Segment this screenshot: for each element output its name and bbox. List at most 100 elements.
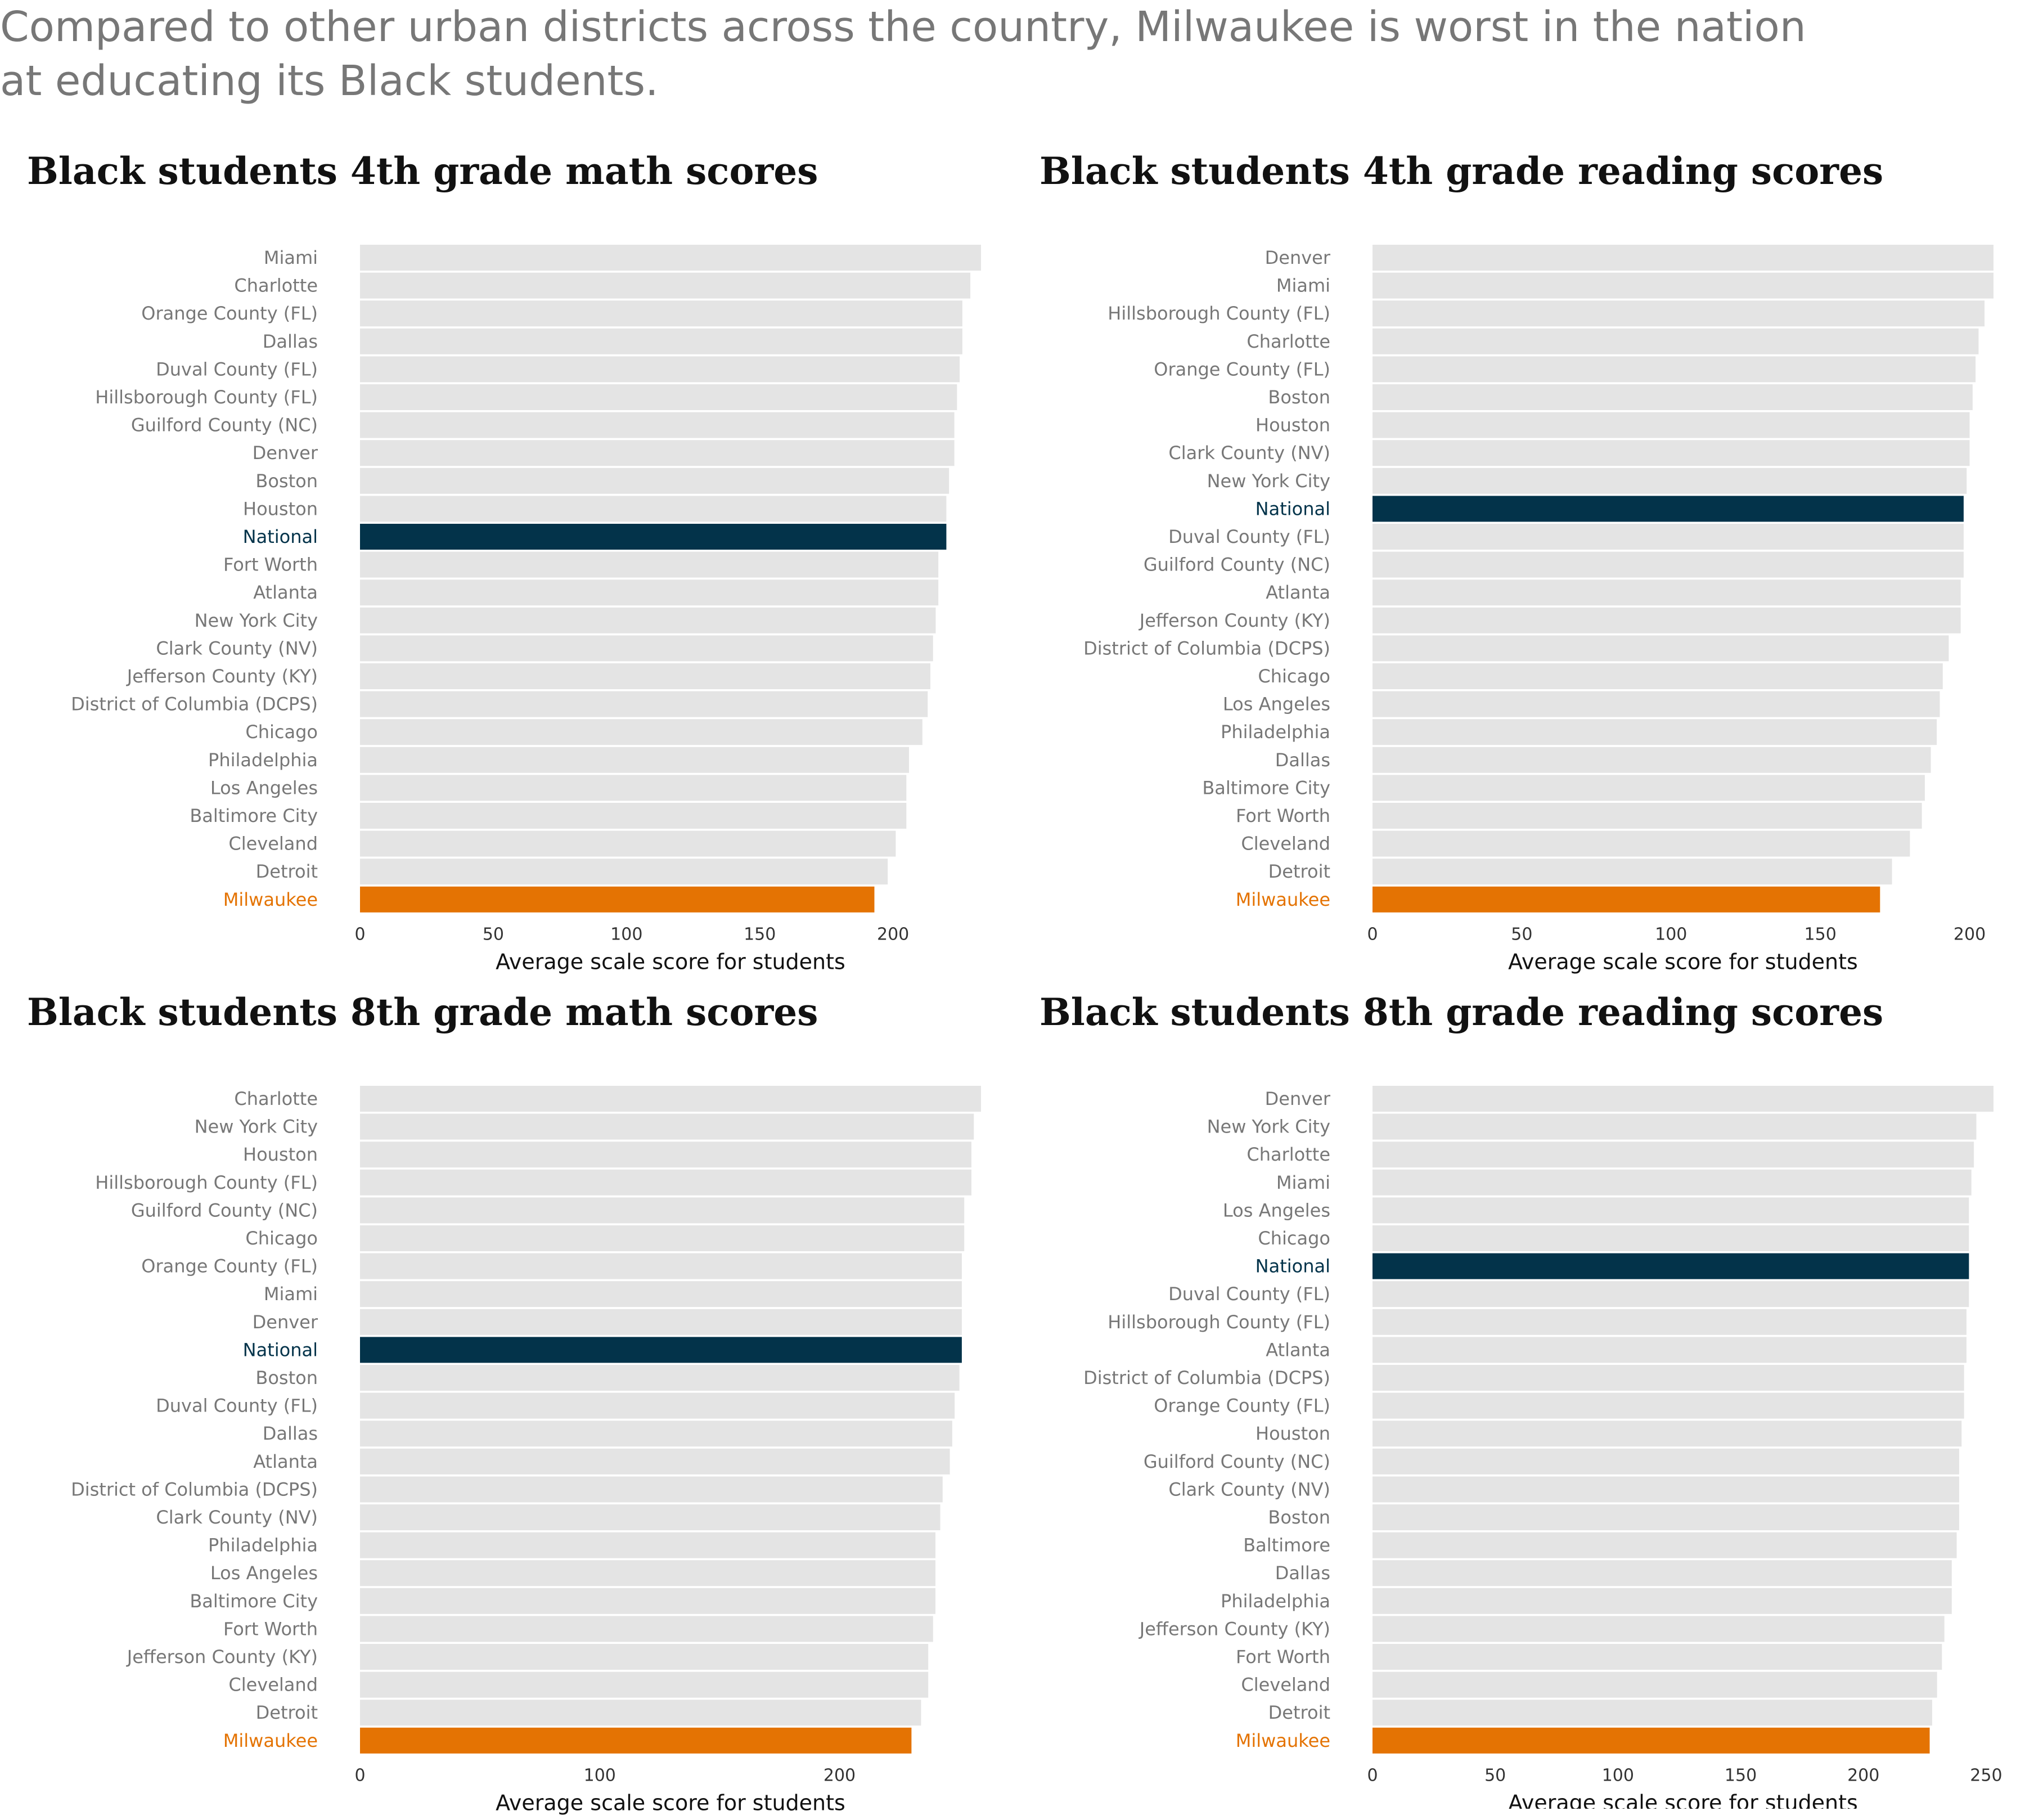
x-tick-label-0: 0 bbox=[1367, 924, 1378, 944]
x-tick-label-0: 0 bbox=[1367, 1765, 1378, 1785]
bar-duval-county-fl bbox=[360, 1392, 955, 1419]
panel-title-4th-reading: Black students 4th grade reading scores bbox=[1040, 149, 1884, 193]
x-tick-label-0: 0 bbox=[354, 924, 365, 944]
bar-chicago bbox=[360, 719, 922, 745]
category-label-dallas: Dallas bbox=[1275, 1562, 1330, 1584]
bar-hillsborough-county-fl bbox=[1372, 1309, 1966, 1335]
bar-detroit bbox=[1372, 1700, 1932, 1726]
bar-los-angeles bbox=[1372, 691, 1940, 717]
category-label-chicago: Chicago bbox=[245, 721, 318, 743]
bar-duval-county-fl bbox=[360, 356, 960, 383]
bar-denver bbox=[1372, 1086, 1994, 1112]
category-label-detroit: Detroit bbox=[256, 861, 318, 882]
category-label-baltimore-city: Baltimore City bbox=[1202, 777, 1330, 798]
bar-detroit bbox=[1372, 859, 1892, 885]
bar-denver bbox=[1372, 245, 1994, 271]
x-axis-label: Average scale score for students bbox=[496, 949, 845, 974]
bar-boston bbox=[1372, 1504, 1959, 1530]
x-tick-label-50: 50 bbox=[483, 924, 504, 944]
category-label-boston: Boston bbox=[1268, 1507, 1330, 1528]
category-label-national: National bbox=[1256, 498, 1330, 519]
bar-houston bbox=[1372, 412, 1970, 438]
bar-philadelphia bbox=[360, 747, 910, 773]
category-label-fort-worth: Fort Worth bbox=[223, 554, 318, 576]
bar-jefferson-county-ky bbox=[1372, 607, 1961, 633]
bar-cleveland bbox=[1372, 830, 1910, 857]
x-tick-label-0: 0 bbox=[354, 1765, 365, 1785]
bar-cleveland bbox=[360, 1671, 929, 1698]
bar-clark-county-nv bbox=[360, 1504, 940, 1530]
x-tick-label-50: 50 bbox=[1484, 1765, 1506, 1785]
category-label-chicago: Chicago bbox=[1258, 1228, 1330, 1249]
category-label-fort-worth: Fort Worth bbox=[1236, 805, 1330, 826]
bar-philadelphia bbox=[360, 1532, 936, 1558]
chart-8th-reading: Denver New York City Charlotte Miami Los Ang… bbox=[1083, 1086, 2002, 1809]
panel-title-4th-math: Black students 4th grade math scores bbox=[27, 149, 818, 193]
category-label-milwaukee: Milwaukee bbox=[223, 1730, 318, 1751]
category-label-denver: Denver bbox=[1265, 247, 1331, 268]
category-label-guilford-county-nc: Guilford County (NC) bbox=[131, 1199, 318, 1221]
category-label-duval-county-fl: Duval County (FL) bbox=[156, 1395, 318, 1417]
bar-orange-county-fl bbox=[360, 300, 962, 327]
bar-fort-worth bbox=[1372, 1644, 1942, 1670]
bar-duval-county-fl bbox=[1372, 524, 1964, 550]
category-label-district-of-columbia-dcps: District of Columbia (DCPS) bbox=[71, 694, 318, 715]
x-tick-label-100: 100 bbox=[1602, 1765, 1634, 1785]
bar-denver bbox=[360, 1309, 962, 1335]
bar-charlotte bbox=[360, 1086, 981, 1112]
category-label-charlotte: Charlotte bbox=[234, 1088, 318, 1109]
x-tick-label-50: 50 bbox=[1511, 924, 1532, 944]
category-label-orange-county-fl: Orange County (FL) bbox=[1154, 358, 1330, 380]
category-label-duval-county-fl: Duval County (FL) bbox=[156, 358, 318, 380]
category-label-charlotte: Charlotte bbox=[234, 275, 318, 296]
bar-atlanta bbox=[360, 579, 939, 606]
bar-milwaukee bbox=[1372, 886, 1880, 913]
bar-orange-county-fl bbox=[1372, 1392, 1964, 1419]
category-label-cleveland: Cleveland bbox=[228, 833, 318, 855]
category-label-district-of-columbia-dcps: District of Columbia (DCPS) bbox=[1083, 1367, 1330, 1388]
category-label-clark-county-nv: Clark County (NV) bbox=[1168, 1479, 1330, 1500]
bar-chicago bbox=[1372, 1225, 1969, 1251]
bar-orange-county-fl bbox=[360, 1253, 962, 1279]
bar-chicago bbox=[360, 1225, 965, 1251]
bar-hillsborough-county-fl bbox=[1372, 300, 1985, 327]
category-label-houston: Houston bbox=[1256, 1423, 1330, 1444]
panel-title-8th-reading: Black students 8th grade reading scores bbox=[1040, 990, 1884, 1034]
category-label-denver: Denver bbox=[253, 1311, 318, 1333]
bar-new-york-city bbox=[360, 1113, 974, 1140]
bar-milwaukee bbox=[1372, 1727, 1930, 1754]
bar-fort-worth bbox=[1372, 803, 1922, 829]
chart-4th-math: Miami Charlotte Orange County (FL) Dallas Du… bbox=[71, 245, 981, 974]
bar-miami bbox=[360, 1281, 962, 1307]
x-tick-label-150: 150 bbox=[744, 924, 776, 944]
bar-miami bbox=[1372, 1169, 1972, 1196]
x-tick-label-100: 100 bbox=[584, 1765, 616, 1785]
bar-charlotte bbox=[1372, 1142, 1974, 1168]
category-label-los-angeles: Los Angeles bbox=[1223, 694, 1330, 715]
category-label-detroit: Detroit bbox=[1268, 861, 1330, 882]
category-label-new-york-city: New York City bbox=[1207, 1116, 1330, 1138]
bar-orange-county-fl bbox=[1372, 356, 1976, 383]
category-label-los-angeles: Los Angeles bbox=[1223, 1199, 1330, 1221]
category-label-atlanta: Atlanta bbox=[1266, 582, 1330, 603]
x-tick-label-200: 200 bbox=[1847, 1765, 1879, 1785]
category-label-denver: Denver bbox=[253, 442, 318, 464]
category-label-milwaukee: Milwaukee bbox=[1236, 889, 1330, 910]
category-label-hillsborough-county-fl: Hillsborough County (FL) bbox=[95, 387, 318, 408]
panel-title-8th-math: Black students 8th grade math scores bbox=[27, 990, 818, 1034]
category-label-cleveland: Cleveland bbox=[1241, 1674, 1330, 1696]
category-label-boston: Boston bbox=[255, 470, 318, 492]
bar-boston bbox=[360, 1365, 960, 1391]
bar-atlanta bbox=[1372, 579, 1961, 606]
bar-fort-worth bbox=[360, 551, 939, 578]
bar-atlanta bbox=[360, 1448, 950, 1475]
category-label-dallas: Dallas bbox=[263, 331, 318, 352]
category-label-los-angeles: Los Angeles bbox=[210, 777, 318, 798]
x-tick-label-100: 100 bbox=[610, 924, 642, 944]
bar-milwaukee bbox=[360, 1727, 912, 1754]
category-label-philadelphia: Philadelphia bbox=[208, 749, 318, 771]
category-label-atlanta: Atlanta bbox=[253, 1451, 318, 1472]
bar-detroit bbox=[360, 1700, 921, 1726]
category-label-atlanta: Atlanta bbox=[1266, 1339, 1330, 1360]
bar-milwaukee bbox=[360, 886, 875, 913]
